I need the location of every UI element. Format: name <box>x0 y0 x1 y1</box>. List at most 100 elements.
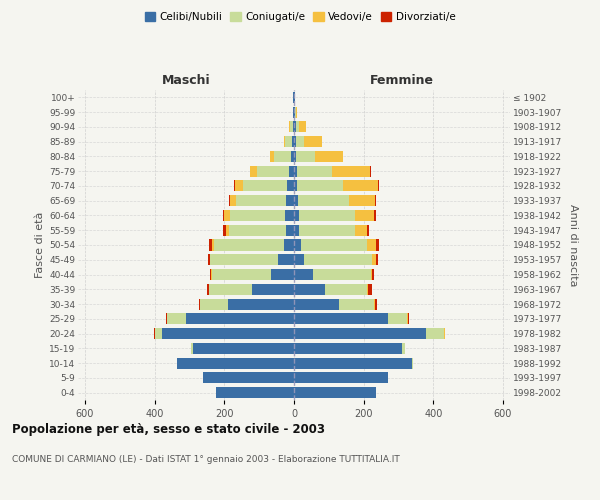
Bar <box>292 136 294 147</box>
Bar <box>244 180 287 192</box>
Bar <box>294 106 295 118</box>
Text: COMUNE DI CARMIANO (LE) - Dati ISTAT 1° gennaio 2003 - Elaborazione TUTTITALIA.I: COMUNE DI CARMIANO (LE) - Dati ISTAT 1° … <box>12 455 400 464</box>
Bar <box>339 298 374 310</box>
Bar <box>294 166 297 176</box>
Bar <box>289 166 294 176</box>
Bar <box>285 136 292 147</box>
Bar <box>294 372 388 384</box>
Bar <box>230 195 236 206</box>
Bar <box>228 298 294 310</box>
Bar <box>349 195 375 206</box>
Bar <box>294 92 295 103</box>
Bar <box>377 180 379 192</box>
Bar <box>284 136 285 147</box>
Bar <box>315 151 343 162</box>
Bar <box>176 358 177 368</box>
Bar <box>211 254 278 266</box>
Bar <box>388 314 407 324</box>
Bar <box>294 122 296 132</box>
Bar <box>287 180 294 192</box>
Bar <box>304 136 322 147</box>
Bar <box>294 284 325 295</box>
Bar <box>186 314 294 324</box>
Bar <box>203 372 294 384</box>
Bar <box>294 298 339 310</box>
Bar <box>294 195 298 206</box>
Bar <box>367 284 368 295</box>
Bar <box>286 224 294 236</box>
Bar <box>257 166 289 176</box>
Bar <box>294 269 313 280</box>
Bar <box>295 106 296 118</box>
Bar <box>373 254 376 266</box>
Bar <box>191 343 193 354</box>
Bar <box>296 122 299 132</box>
Bar <box>230 210 285 221</box>
Bar <box>402 343 405 354</box>
Bar <box>294 224 299 236</box>
Bar <box>223 210 224 221</box>
Bar <box>293 92 294 103</box>
Y-axis label: Fasce di età: Fasce di età <box>35 212 45 278</box>
Bar <box>374 298 375 310</box>
Bar <box>304 254 373 266</box>
Bar <box>166 314 167 324</box>
Bar <box>199 298 200 310</box>
Bar <box>373 269 374 280</box>
Bar <box>167 314 186 324</box>
Bar <box>207 284 209 295</box>
Bar <box>269 151 274 162</box>
Bar <box>294 387 376 398</box>
Bar <box>209 240 212 250</box>
Bar <box>332 166 370 176</box>
Bar <box>161 328 294 339</box>
Bar <box>367 224 369 236</box>
Bar <box>294 328 427 339</box>
Bar <box>229 195 230 206</box>
Bar <box>212 269 271 280</box>
Bar <box>294 136 296 147</box>
Bar <box>412 358 413 368</box>
Bar <box>224 210 230 221</box>
Bar <box>226 224 229 236</box>
Bar <box>284 240 294 250</box>
Bar <box>343 180 377 192</box>
Bar <box>294 254 304 266</box>
Bar <box>294 314 388 324</box>
Bar <box>298 195 349 206</box>
Bar <box>368 284 371 295</box>
Bar <box>235 180 244 192</box>
Bar <box>291 151 294 162</box>
Bar <box>250 166 257 176</box>
Bar <box>234 180 235 192</box>
Bar <box>297 166 332 176</box>
Bar <box>177 358 294 368</box>
Text: Popolazione per età, sesso e stato civile - 2003: Popolazione per età, sesso e stato civil… <box>12 422 325 436</box>
Bar <box>370 166 371 176</box>
Bar <box>301 240 367 250</box>
Bar <box>376 240 379 250</box>
Bar <box>209 284 252 295</box>
Bar <box>294 151 296 162</box>
Bar <box>209 254 211 266</box>
Bar <box>375 195 376 206</box>
Bar <box>236 195 286 206</box>
Text: Maschi: Maschi <box>161 74 211 87</box>
Bar <box>200 298 228 310</box>
Bar <box>296 151 315 162</box>
Bar <box>289 122 290 132</box>
Bar <box>407 314 408 324</box>
Bar <box>367 240 376 250</box>
Bar <box>193 343 294 354</box>
Bar <box>285 210 294 221</box>
Bar <box>294 180 298 192</box>
Bar <box>376 254 377 266</box>
Bar <box>294 358 412 368</box>
Bar <box>293 106 294 118</box>
Bar <box>252 284 294 295</box>
Bar <box>155 328 161 339</box>
Bar <box>444 328 445 339</box>
Bar <box>294 210 299 221</box>
Bar <box>296 106 298 118</box>
Bar <box>278 254 294 266</box>
